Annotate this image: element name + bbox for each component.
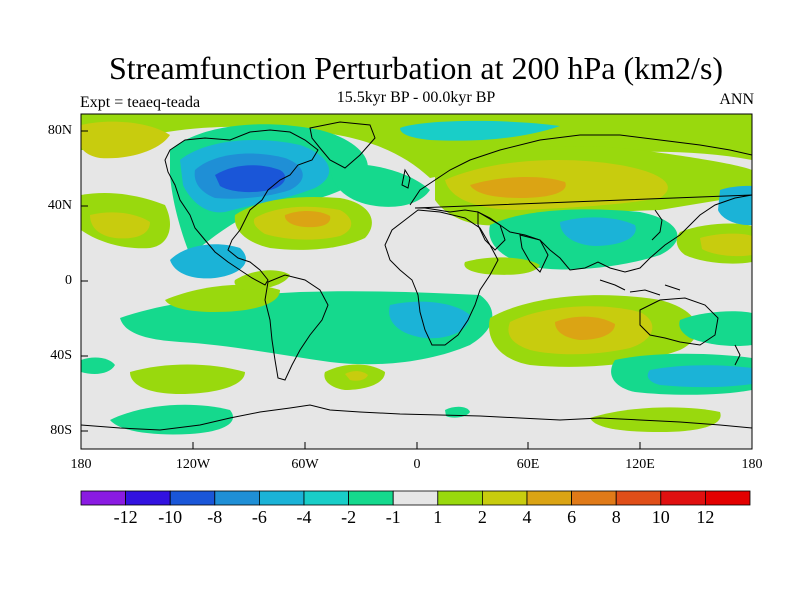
contour-asia-orange: [470, 176, 566, 198]
lon-tick-label: 0: [413, 457, 421, 472]
contour-fields: [81, 114, 752, 435]
colorbar-swatch: [258, 490, 305, 506]
contour-so-green: [130, 364, 245, 394]
lon-tick-label: 60E: [516, 457, 540, 472]
colorbar-label: 12: [696, 507, 715, 527]
season-label: ANN: [719, 91, 754, 108]
contour-ant2-green: [590, 407, 721, 432]
colorbar: [80, 490, 751, 506]
plot-title: Streamfunction Perturbation at 200 hPa (…: [108, 50, 724, 86]
plot-subtitle: 15.5kyr BP - 00.0kyr BP: [336, 89, 496, 106]
lat-tick-label: 40S: [50, 348, 72, 363]
colorbar-label: -12: [113, 507, 138, 527]
colorbar-swatch: [125, 490, 171, 506]
lon-tick-label: 180: [741, 457, 763, 472]
contour-pacific-yellow: [90, 212, 150, 239]
colorbar-swatch: [437, 490, 483, 506]
lon-tick-label: 60W: [291, 457, 319, 472]
contour-ssp-green: [81, 357, 115, 374]
colorbar-label: 2: [477, 507, 487, 527]
contour-sio-orange: [555, 316, 615, 340]
colorbar-label: 6: [567, 507, 577, 527]
experiment-label: Expt = teaeq-teada: [80, 94, 201, 111]
colorbar-swatch: [303, 490, 349, 506]
axis-ticks: [80, 130, 753, 449]
contour-so3-cyan2: [647, 365, 752, 388]
colorbar-label: -10: [158, 507, 183, 527]
contour-npac-yellow: [81, 121, 170, 159]
lon-tick-label: 120W: [175, 457, 211, 472]
lat-tick-label: 0: [65, 273, 72, 288]
colorbar-swatch: [526, 490, 572, 506]
colorbar-swatch: [571, 490, 617, 506]
colorbar-label: 8: [611, 507, 621, 527]
colorbar-label: -6: [251, 507, 267, 527]
colorbar-label: -8: [207, 507, 223, 527]
lon-tick-label: 120E: [625, 457, 655, 472]
colorbar-swatch: [80, 490, 126, 506]
colorbar-swatch: [392, 490, 439, 506]
colorbar-swatch: [348, 490, 394, 506]
contour-namerica-blue: [215, 165, 286, 193]
colorbar-swatch: [660, 490, 706, 506]
colorbar-swatch: [705, 490, 751, 506]
colorbar-label: -4: [296, 507, 312, 527]
contour-easia-cyan: [560, 217, 636, 246]
contour-ant-green: [110, 404, 234, 435]
colorbar-label: 10: [651, 507, 670, 527]
contour-pacific-cyan: [170, 244, 246, 279]
contour-spac-green: [165, 284, 280, 312]
colorbar-label: 4: [522, 507, 532, 527]
colorbar-swatch: [615, 490, 662, 506]
lon-tick-label: 180: [70, 457, 92, 472]
contour-io-green: [464, 257, 540, 275]
contour-arctic-teal: [400, 120, 560, 141]
contour-wpac-yellow: [700, 233, 752, 257]
contour-arctic-green: [81, 114, 752, 178]
colorbar-label: -2: [341, 507, 357, 527]
lat-tick-label: 80N: [47, 123, 72, 138]
coastlines: [81, 121, 752, 431]
colorbar-swatch: [169, 490, 216, 506]
colorbar-swatch: [481, 490, 528, 506]
colorbar-label: -1: [385, 507, 401, 527]
contour-atlantic-orange: [284, 210, 331, 228]
contour-satl-cyan: [389, 301, 470, 339]
colorbar-swatch: [214, 490, 260, 506]
contour-eatl-green: [330, 163, 430, 207]
lat-tick-label: 80S: [50, 423, 72, 438]
contour-so2-yellow: [345, 371, 368, 381]
colorbar-label: 1: [433, 507, 443, 527]
lat-tick-label: 40N: [47, 198, 72, 213]
